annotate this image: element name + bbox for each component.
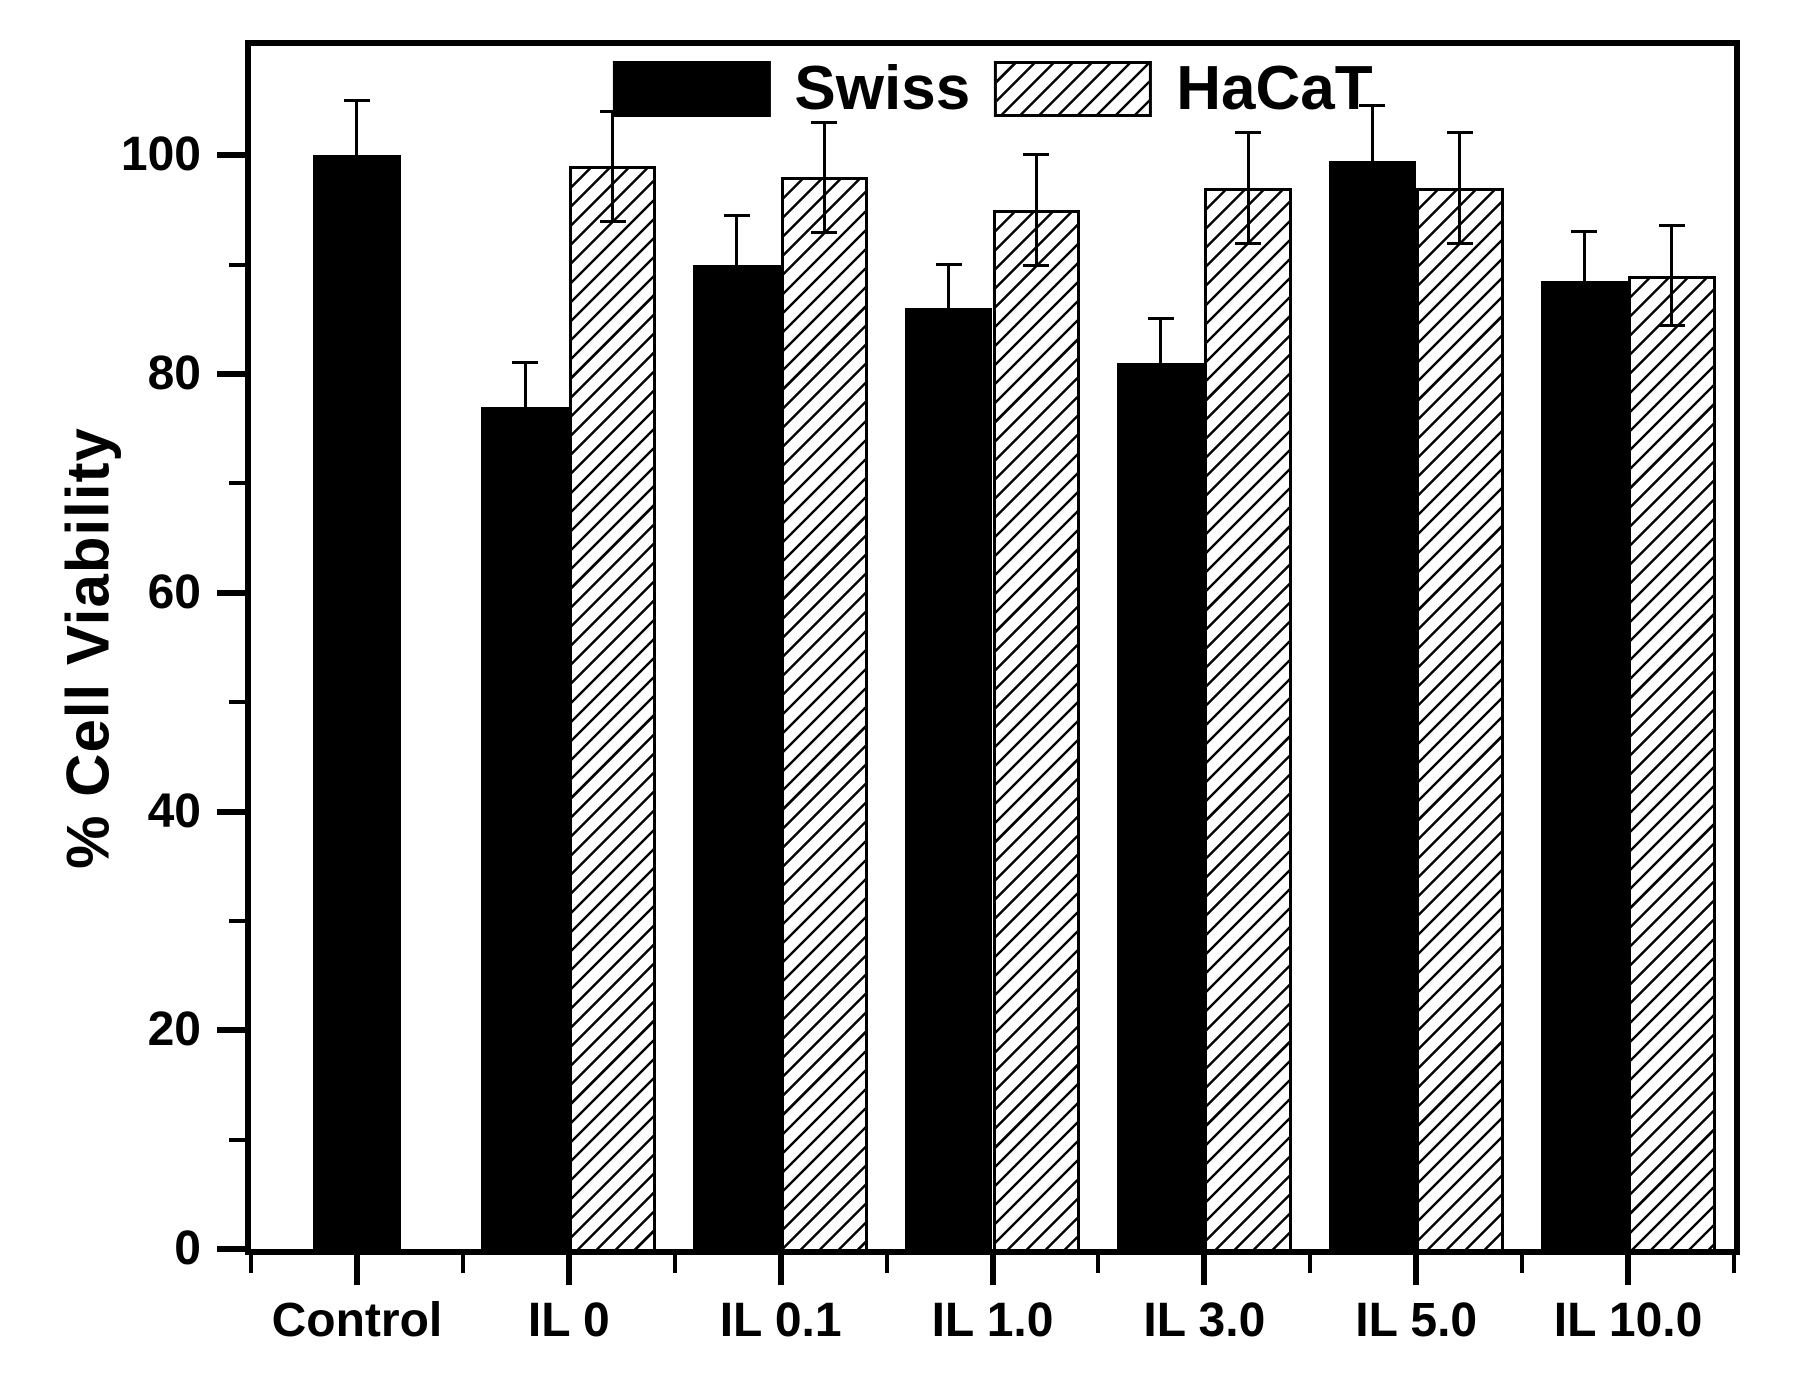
x-axis-minor-tick [1520,1255,1525,1273]
error-bar-whisker [1582,231,1586,331]
x-axis-major-tick [353,1255,360,1285]
error-bar-cap-bottom [1571,329,1598,333]
error-bar-cap-top [811,120,838,124]
bar-hacat-il-3-0 [1204,188,1292,1249]
error-bar-whisker [1159,319,1163,407]
y-axis-tick-label: 60 [147,565,201,619]
bar-hacat-il-0 [568,166,657,1249]
error-bar-cap-bottom [811,230,838,234]
y-axis-minor-tick [229,262,245,267]
error-bar-whisker [355,100,359,211]
error-bar-whisker [1034,155,1038,265]
error-bar-cap-top [1023,153,1050,157]
bar-hacat-il-5-0 [1416,188,1504,1249]
error-bar-whisker [523,363,527,451]
bar-swiss-il-1-0 [905,308,993,1249]
error-bar-cap-bottom [599,219,626,223]
y-axis-minor-tick [229,918,245,923]
error-bar-cap-top [1571,229,1598,233]
x-axis-minor-tick [1308,1255,1313,1273]
error-bar-whisker [735,215,739,314]
y-axis-tick-label: 80 [147,347,201,401]
plot-area: Swiss HaCaT 0 20 40 60 80 100 Control IL 0 IL 0.… [121,40,1740,1345]
y-axis-major-tick [217,1027,245,1034]
error-bar-whisker [947,264,951,353]
error-bar-whisker [611,111,615,221]
legend: Swiss HaCaT [612,54,1373,123]
x-axis-major-tick [1413,1255,1420,1285]
error-bar-cap-bottom [512,449,539,453]
error-bar-cap-top [723,213,750,217]
bar-hacat-il-10-0 [1628,275,1716,1249]
error-bar-cap-bottom [1446,241,1473,245]
x-axis-major-tick [1201,1255,1208,1285]
x-axis-minor-tick [672,1255,677,1273]
legend-label-hacat: HaCaT [1176,54,1373,123]
y-axis-minor-tick [229,1137,245,1142]
error-bar-cap-top [512,361,539,365]
x-axis-minor-tick [249,1255,253,1273]
error-bar-cap-bottom [723,312,750,316]
error-bar-cap-bottom [1658,323,1685,327]
bar-swiss-il-0 [481,406,569,1249]
legend-label-swiss: Swiss [794,54,971,123]
error-bar-cap-top [1147,317,1174,321]
y-axis-major-tick [217,371,245,378]
error-bar-cap-top [1446,131,1473,135]
error-bar-cap-bottom [1359,214,1386,218]
error-bar-cap-bottom [935,351,962,355]
y-axis-major-tick [217,589,245,596]
bar-swiss-il-3-0 [1116,363,1205,1249]
y-axis-tick-label: 40 [147,784,201,838]
x-axis-major-tick [989,1255,996,1285]
legend-swatch-swiss [612,61,771,117]
x-axis-category-label: IL 3.0 [1143,1294,1266,1347]
x-axis-category-label: IL 10.0 [1553,1294,1703,1347]
error-bar-cap-top [1658,224,1685,228]
error-bar-whisker [1246,133,1250,243]
error-bar-cap-bottom [343,209,370,213]
x-axis-major-tick [1625,1255,1632,1285]
y-axis-major-tick [217,152,245,159]
x-axis-minor-tick [884,1255,889,1273]
error-bar-cap-top [1235,131,1262,135]
bar-swiss-il-0-1 [693,264,781,1249]
y-axis-major-tick [217,1246,245,1252]
x-axis-major-tick [777,1255,784,1285]
x-axis-major-tick [565,1255,572,1285]
error-bar-cap-top [935,262,962,266]
error-bar-cap-bottom [1147,405,1174,409]
error-bar-cap-bottom [1023,263,1050,267]
bar-hacat-il-0-1 [780,177,869,1249]
legend-swatch-hacat [994,61,1153,117]
x-axis-category-label: Control [271,1294,443,1347]
y-axis-minor-tick [229,481,245,486]
y-axis-tick-label: 100 [120,128,201,182]
x-axis-minor-tick [1732,1255,1736,1273]
y-axis-tick-label: 20 [147,1003,201,1057]
x-axis-minor-tick [460,1255,465,1273]
error-bar-cap-top [343,98,370,102]
x-axis-category-label: IL 0.1 [719,1294,842,1347]
error-bar-cap-bottom [1235,241,1262,245]
error-bar-whisker [822,122,826,232]
error-bar-whisker [1458,133,1462,243]
x-axis-minor-tick [1096,1255,1101,1273]
error-bar-whisker [1670,226,1674,325]
y-axis-major-tick [217,808,245,815]
bar-hacat-il-1-0 [992,210,1080,1249]
x-axis-category-label: IL 1.0 [931,1294,1054,1347]
x-axis-category-label: IL 0 [527,1294,610,1347]
y-axis-tick-label: 0 [174,1222,201,1275]
error-bar-whisker [1370,106,1374,216]
bar-swiss-il-5-0 [1328,160,1417,1249]
bar-swiss-control [313,155,401,1249]
y-axis-minor-tick [229,700,245,705]
x-axis-category-label: IL 5.0 [1355,1294,1478,1347]
bar-swiss-il-10-0 [1540,281,1629,1249]
error-bar-cap-top [1359,104,1386,108]
